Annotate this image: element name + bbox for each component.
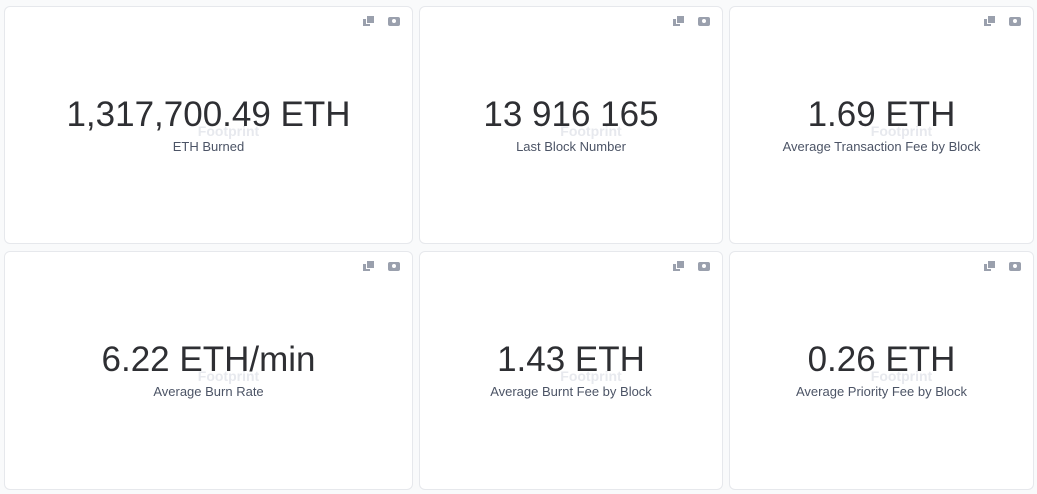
metric-card: Footprint 1,317,700.49 ETH ETH Burned bbox=[4, 6, 413, 244]
camera-icon[interactable] bbox=[388, 17, 400, 26]
duplicate-icon[interactable] bbox=[363, 261, 374, 272]
metric-label: Last Block Number bbox=[516, 139, 626, 154]
metric-value: 1.43 ETH bbox=[497, 340, 645, 379]
card-actions bbox=[673, 261, 710, 272]
metric-value: 6.22 ETH/min bbox=[101, 340, 316, 379]
metric-value: 1.69 ETH bbox=[807, 95, 956, 134]
camera-icon[interactable] bbox=[388, 262, 400, 271]
metric-value: 1,317,700.49 ETH bbox=[66, 95, 351, 134]
duplicate-icon[interactable] bbox=[673, 16, 684, 27]
metric-card: Footprint 6.22 ETH/min Average Burn Rate bbox=[4, 251, 413, 490]
footprint-watermark: Footprint bbox=[560, 368, 622, 384]
footprint-watermark: Footprint bbox=[197, 123, 260, 139]
metric-card: Footprint 13 916 165 Last Block Number bbox=[419, 6, 723, 244]
metric-label: Average Priority Fee by Block bbox=[796, 384, 967, 399]
footprint-watermark: Footprint bbox=[560, 123, 622, 139]
camera-icon[interactable] bbox=[1009, 262, 1021, 271]
card-actions bbox=[673, 16, 710, 27]
metric-card: Footprint 1.69 ETH Average Transaction F… bbox=[729, 6, 1034, 244]
metric-label: ETH Burned bbox=[172, 139, 245, 154]
camera-icon[interactable] bbox=[698, 262, 710, 271]
footprint-watermark: Footprint bbox=[870, 123, 933, 139]
duplicate-icon[interactable] bbox=[673, 261, 684, 272]
duplicate-icon[interactable] bbox=[363, 16, 374, 27]
camera-icon[interactable] bbox=[698, 17, 710, 26]
duplicate-icon[interactable] bbox=[984, 261, 995, 272]
metric-label: Average Transaction Fee by Block bbox=[782, 139, 981, 154]
metric-label: Average Burnt Fee by Block bbox=[490, 384, 652, 399]
camera-icon[interactable] bbox=[1009, 17, 1021, 26]
duplicate-icon[interactable] bbox=[984, 16, 995, 27]
card-actions bbox=[984, 16, 1021, 27]
metric-value: 13 916 165 bbox=[483, 95, 659, 134]
card-actions bbox=[363, 261, 400, 272]
metric-card: Footprint 1.43 ETH Average Burnt Fee by … bbox=[419, 251, 723, 490]
metric-card: Footprint 0.26 ETH Average Priority Fee … bbox=[729, 251, 1034, 490]
card-actions bbox=[984, 261, 1021, 272]
metric-label: Average Burn Rate bbox=[153, 384, 264, 399]
footprint-watermark: Footprint bbox=[197, 368, 260, 384]
card-actions bbox=[363, 16, 400, 27]
metric-value: 0.26 ETH bbox=[807, 340, 956, 379]
footprint-watermark: Footprint bbox=[870, 368, 933, 384]
